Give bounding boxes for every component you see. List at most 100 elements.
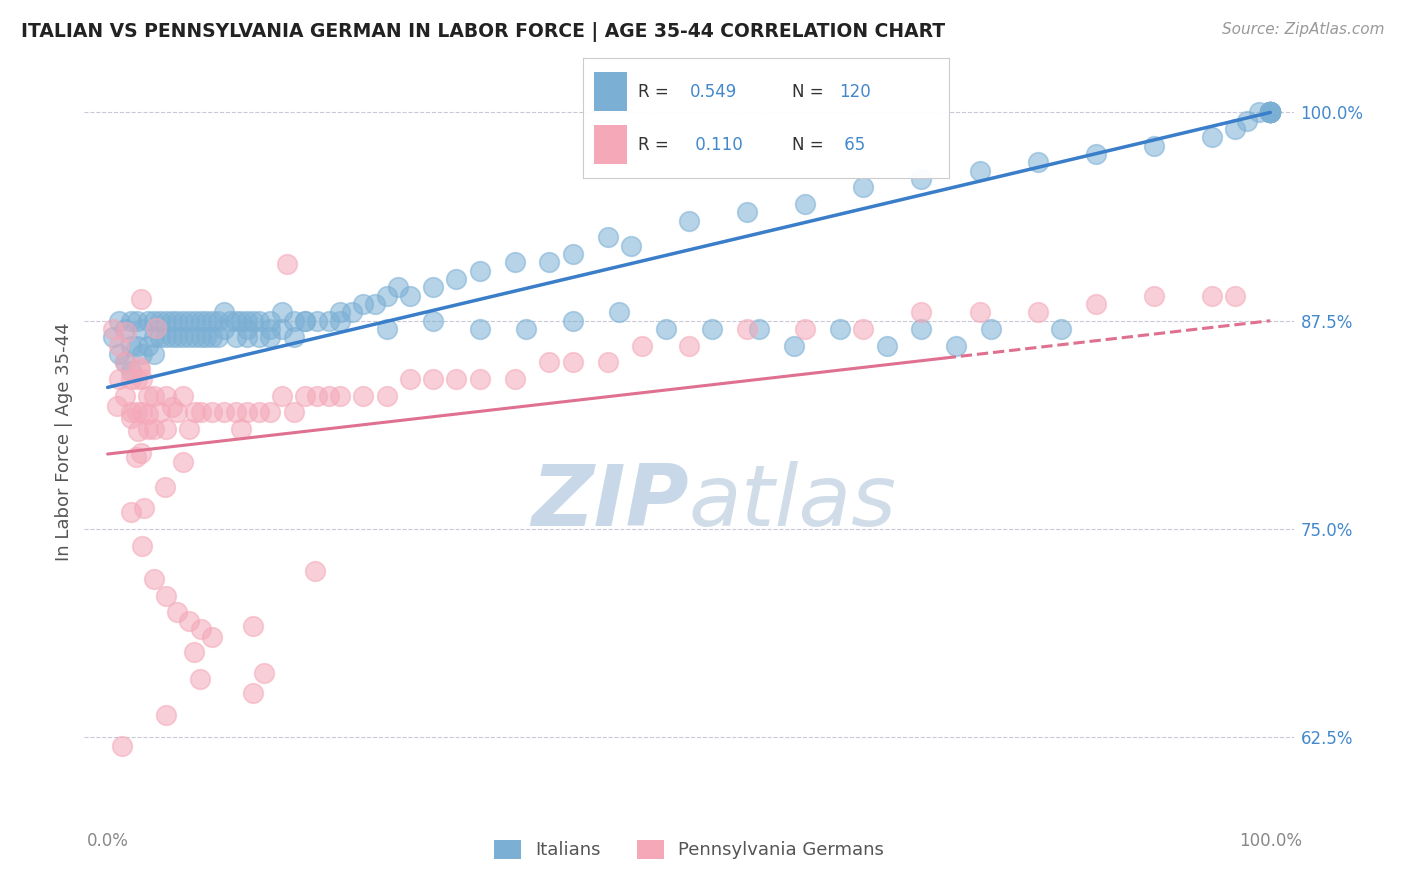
Point bbox=[1050, 322, 1073, 336]
Point bbox=[422, 280, 444, 294]
Text: ITALIAN VS PENNSYLVANIA GERMAN IN LABOR FORCE | AGE 35-44 CORRELATION CHART: ITALIAN VS PENNSYLVANIA GERMAN IN LABOR … bbox=[21, 22, 945, 42]
Point bbox=[294, 314, 316, 328]
Point bbox=[1201, 289, 1223, 303]
Point bbox=[129, 292, 152, 306]
Point bbox=[1143, 138, 1166, 153]
Point bbox=[114, 322, 136, 336]
Point bbox=[190, 314, 212, 328]
Point bbox=[231, 314, 253, 328]
Point bbox=[1258, 105, 1281, 120]
Point bbox=[212, 305, 235, 319]
Point bbox=[1201, 130, 1223, 145]
Point bbox=[125, 314, 148, 328]
Point bbox=[329, 314, 352, 328]
Text: R =: R = bbox=[638, 83, 669, 101]
Point bbox=[620, 238, 643, 252]
Point bbox=[538, 355, 561, 369]
Point bbox=[318, 389, 340, 403]
Point bbox=[253, 665, 276, 680]
Point bbox=[259, 314, 281, 328]
Point bbox=[1084, 297, 1107, 311]
Point bbox=[108, 314, 131, 328]
Point bbox=[283, 330, 305, 344]
Point bbox=[166, 330, 188, 344]
Point bbox=[190, 405, 212, 419]
Point bbox=[794, 322, 817, 336]
Point bbox=[177, 614, 200, 628]
Point bbox=[468, 372, 491, 386]
Point bbox=[184, 314, 207, 328]
Point bbox=[1258, 105, 1281, 120]
Point bbox=[108, 347, 131, 361]
Point bbox=[1026, 305, 1049, 319]
Point bbox=[131, 322, 153, 336]
Point bbox=[503, 255, 526, 269]
Point bbox=[131, 372, 153, 386]
Point bbox=[538, 255, 561, 269]
Point bbox=[735, 205, 758, 219]
Point bbox=[143, 314, 166, 328]
Point bbox=[748, 322, 770, 336]
Point bbox=[149, 314, 172, 328]
Point bbox=[125, 339, 148, 353]
Point bbox=[236, 330, 259, 344]
Point bbox=[242, 618, 264, 632]
Point bbox=[852, 322, 875, 336]
Point bbox=[155, 480, 177, 494]
Text: atlas: atlas bbox=[689, 460, 897, 544]
Point bbox=[160, 314, 183, 328]
Point bbox=[162, 400, 184, 414]
Point bbox=[120, 505, 142, 519]
Point bbox=[702, 322, 724, 336]
Point bbox=[190, 622, 212, 636]
Point bbox=[132, 500, 155, 515]
Point bbox=[654, 322, 676, 336]
Point bbox=[131, 405, 153, 419]
Point bbox=[184, 330, 207, 344]
Point bbox=[969, 305, 991, 319]
Point bbox=[399, 372, 422, 386]
Point bbox=[155, 330, 177, 344]
Point bbox=[1258, 105, 1281, 120]
Point bbox=[172, 455, 194, 469]
Point bbox=[172, 330, 194, 344]
Point bbox=[177, 422, 200, 436]
Point bbox=[103, 330, 125, 344]
Point bbox=[172, 314, 194, 328]
Point bbox=[149, 330, 172, 344]
Point bbox=[1236, 113, 1258, 128]
Point bbox=[143, 330, 166, 344]
Text: ZIP: ZIP bbox=[531, 460, 689, 544]
Point bbox=[375, 322, 398, 336]
Point bbox=[969, 163, 991, 178]
Point bbox=[136, 339, 159, 353]
Point bbox=[980, 322, 1002, 336]
Point bbox=[375, 389, 398, 403]
Point bbox=[145, 321, 167, 335]
Point bbox=[561, 314, 583, 328]
Point bbox=[136, 407, 159, 421]
Point bbox=[120, 372, 142, 386]
Point bbox=[364, 297, 387, 311]
Point bbox=[143, 389, 166, 403]
Point bbox=[207, 314, 229, 328]
Point bbox=[304, 564, 326, 578]
Point bbox=[561, 247, 583, 261]
Point bbox=[188, 672, 211, 686]
Point bbox=[236, 405, 259, 419]
Text: Source: ZipAtlas.com: Source: ZipAtlas.com bbox=[1222, 22, 1385, 37]
Point bbox=[503, 372, 526, 386]
Point bbox=[120, 405, 142, 419]
Point bbox=[271, 389, 294, 403]
Point bbox=[131, 347, 153, 361]
Point bbox=[259, 330, 281, 344]
Point bbox=[422, 372, 444, 386]
Point bbox=[1143, 289, 1166, 303]
Point bbox=[229, 422, 252, 436]
Point bbox=[125, 372, 148, 386]
Point bbox=[225, 405, 247, 419]
Point bbox=[910, 305, 932, 319]
Point bbox=[1258, 105, 1281, 120]
Point bbox=[183, 645, 205, 659]
Point bbox=[876, 339, 898, 353]
